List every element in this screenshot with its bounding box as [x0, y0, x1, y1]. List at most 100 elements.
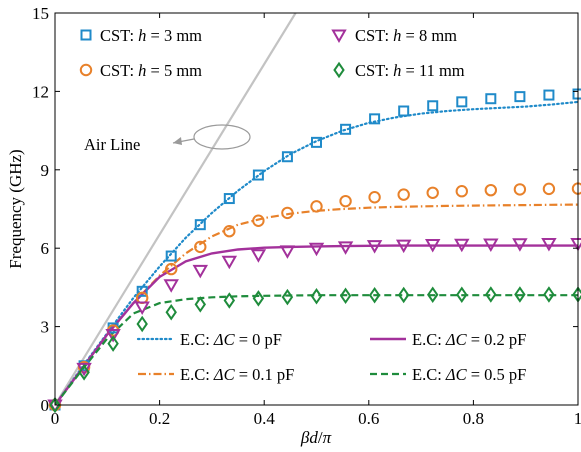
data-point — [310, 200, 323, 213]
data-point — [311, 136, 322, 148]
data-point — [136, 285, 148, 297]
legend-entry: CST: h = 3 mm — [80, 26, 202, 45]
legend-marker — [333, 61, 345, 79]
x-tick-label: 0.4 — [254, 409, 276, 428]
data-point — [223, 225, 236, 238]
data-point — [455, 185, 468, 198]
legend-marker — [79, 63, 93, 77]
data-point — [369, 113, 381, 125]
data-point — [223, 193, 235, 205]
data-point — [512, 238, 528, 252]
data-point — [339, 287, 352, 305]
data-point — [136, 315, 148, 333]
data-point — [340, 123, 352, 135]
data-point — [337, 241, 354, 255]
data-point — [368, 286, 381, 304]
y-tick-label: 15 — [32, 4, 49, 23]
data-point — [454, 238, 470, 253]
data-point — [192, 264, 209, 279]
y-tick-label: 6 — [41, 239, 50, 258]
data-point — [456, 96, 468, 108]
plot-frame — [54, 12, 579, 406]
data-point — [543, 286, 555, 303]
legend-entry: E.C: ΔC = 0.1 pF — [138, 365, 294, 384]
legend-label: CST: h = 8 mm — [355, 26, 457, 45]
data-point — [252, 214, 265, 227]
data-point — [368, 191, 381, 204]
data-point — [424, 239, 441, 253]
series-markers-cst-2 — [47, 237, 581, 414]
data-point — [571, 182, 581, 195]
data-point — [514, 286, 526, 303]
x-tick-label: 0.8 — [463, 409, 484, 428]
data-point — [252, 169, 264, 181]
legend: CST: h = 3 mm CST: h = 5 mm CST: h = 8 mm C… — [79, 26, 526, 384]
legend-entry: CST: h = 5 mm — [79, 61, 202, 80]
legend-marker — [331, 29, 347, 44]
data-point — [165, 303, 177, 321]
legend-entry: E.C: ΔC = 0.5 pF — [370, 365, 526, 384]
data-point — [426, 286, 439, 303]
data-point — [310, 288, 323, 305]
y-tick-label: 9 — [41, 161, 50, 180]
data-point — [366, 240, 383, 254]
air-line-annotation: Air Line — [84, 124, 251, 154]
data-point — [105, 328, 121, 343]
data-point — [397, 188, 410, 201]
data-point — [281, 151, 293, 163]
air-line-ellipse — [193, 124, 251, 150]
data-point — [427, 100, 439, 112]
data-point — [426, 186, 439, 199]
data-point — [165, 250, 177, 262]
data-point — [165, 262, 178, 276]
data-point — [543, 89, 555, 101]
data-point — [485, 286, 497, 303]
data-point — [252, 290, 265, 307]
legend-marker — [80, 29, 92, 41]
series-line-ec-2 — [55, 244, 578, 405]
data-point — [484, 183, 498, 197]
data-point — [281, 206, 294, 220]
air-line — [55, 13, 297, 405]
data-point — [221, 255, 238, 270]
data-point — [250, 249, 267, 263]
data-point — [134, 301, 150, 316]
markers-layer — [47, 88, 581, 414]
legend-label: CST: h = 11 mm — [355, 61, 465, 80]
data-point — [395, 239, 412, 254]
x-axis-label: βd/π — [300, 428, 332, 447]
legend-label: E.C: ΔC = 0.5 pF — [412, 365, 526, 384]
data-point — [308, 242, 325, 257]
air-line-layer — [55, 13, 297, 405]
data-point — [513, 183, 527, 196]
legend-entry: E.C: ΔC = 0 pF — [136, 330, 282, 349]
data-point — [541, 237, 557, 252]
y-tick-label: 12 — [32, 82, 49, 101]
data-point — [339, 194, 352, 208]
data-point — [194, 296, 207, 313]
data-point — [49, 396, 61, 414]
series-line-ec-3 — [55, 294, 578, 405]
legend-label: E.C: ΔC = 0.1 pF — [180, 365, 294, 384]
data-point — [194, 219, 206, 231]
x-tick-label: 0.6 — [358, 409, 379, 428]
legend-entry: CST: h = 8 mm — [331, 26, 457, 45]
data-point — [397, 286, 410, 304]
y-axis-label: Frequency (GHz) — [6, 149, 25, 268]
legend-entry: CST: h = 11 mm — [333, 61, 465, 80]
legend-label: E.C: ΔC = 0.2 pF — [412, 330, 526, 349]
data-point — [514, 91, 526, 103]
axis-ticks: 0 0.2 0.4 0.6 0.8 1 0 3 6 9 12 15 — [32, 4, 581, 428]
data-point — [281, 288, 294, 306]
legend-label: E.C: ΔC = 0 pF — [180, 330, 282, 349]
data-point — [163, 279, 179, 293]
air-line-label: Air Line — [84, 135, 140, 154]
data-point — [279, 245, 296, 259]
air-line-arrowhead — [173, 137, 182, 145]
x-tick-label: 0 — [51, 409, 60, 428]
y-tick-label: 0 — [41, 396, 50, 415]
data-point — [572, 88, 581, 100]
data-point — [398, 105, 410, 117]
data-point — [194, 240, 207, 254]
